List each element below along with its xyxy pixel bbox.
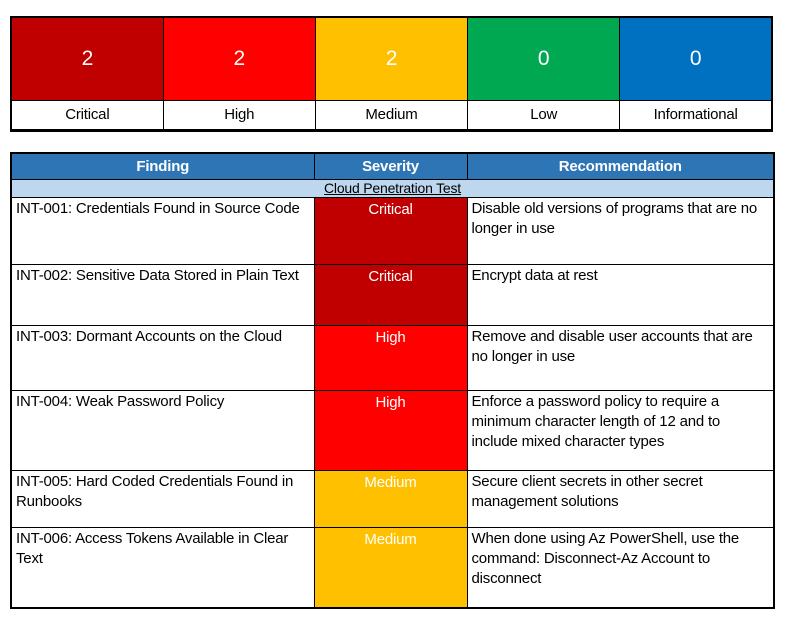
summary-label-informational: Informational bbox=[619, 99, 773, 131]
finding-text: INT-002: Sensitive Data Stored in Plain … bbox=[10, 263, 315, 326]
severity-summary-table: 2 2 2 0 0 Critical High Medium Low Infor… bbox=[10, 16, 773, 132]
severity-badge: High bbox=[313, 389, 468, 471]
finding-row-int-004: INT-004: Weak Password Policy High Enfor… bbox=[10, 389, 775, 471]
recommendation-text: Disable old versions of programs that ar… bbox=[466, 196, 775, 265]
summary-count-critical: 2 bbox=[10, 16, 164, 101]
summary-label-medium: Medium bbox=[314, 99, 469, 131]
section-row: Cloud Penetration Test bbox=[10, 178, 775, 198]
header-recommendation: Recommendation bbox=[466, 152, 775, 180]
recommendation-text: When done using Az PowerShell, use the c… bbox=[466, 526, 775, 609]
severity-badge: Medium bbox=[313, 469, 468, 528]
finding-text: INT-004: Weak Password Policy bbox=[10, 389, 315, 471]
recommendation-text: Remove and disable user accounts that ar… bbox=[466, 324, 775, 391]
summary-label-critical: Critical bbox=[10, 99, 164, 131]
recommendation-text: Encrypt data at rest bbox=[466, 263, 775, 326]
finding-row-int-003: INT-003: Dormant Accounts on the Cloud H… bbox=[10, 324, 775, 391]
summary-count-high: 2 bbox=[162, 16, 316, 101]
recommendation-text: Secure client secrets in other secret ma… bbox=[466, 469, 775, 528]
header-severity: Severity bbox=[313, 152, 468, 180]
finding-text: INT-003: Dormant Accounts on the Cloud bbox=[10, 324, 315, 391]
summary-count-medium: 2 bbox=[314, 16, 469, 101]
finding-text: INT-005: Hard Coded Credentials Found in… bbox=[10, 469, 315, 528]
recommendation-text: Enforce a password policy to require a m… bbox=[466, 389, 775, 471]
finding-row-int-001: INT-001: Credentials Found in Source Cod… bbox=[10, 196, 775, 265]
finding-text: INT-001: Credentials Found in Source Cod… bbox=[10, 196, 315, 265]
findings-table: Finding Severity Recommendation Cloud Pe… bbox=[10, 152, 775, 609]
section-cell: Cloud Penetration Test bbox=[10, 178, 775, 198]
summary-count-informational: 0 bbox=[619, 16, 773, 101]
summary-count-low: 0 bbox=[467, 16, 621, 101]
severity-badge: Critical bbox=[313, 196, 468, 265]
finding-row-int-002: INT-002: Sensitive Data Stored in Plain … bbox=[10, 263, 775, 326]
finding-row-int-006: INT-006: Access Tokens Available in Clea… bbox=[10, 526, 775, 609]
summary-label-high: High bbox=[162, 99, 316, 131]
summary-label-low: Low bbox=[467, 99, 621, 131]
severity-badge: Critical bbox=[313, 263, 468, 326]
section-title: Cloud Penetration Test bbox=[324, 180, 461, 196]
severity-badge: Medium bbox=[313, 526, 468, 609]
summary-label-row: Critical High Medium Low Informational bbox=[10, 99, 773, 131]
summary-count-row: 2 2 2 0 0 bbox=[10, 16, 773, 101]
findings-header-row: Finding Severity Recommendation bbox=[10, 152, 775, 180]
header-finding: Finding bbox=[10, 152, 315, 180]
severity-badge: High bbox=[313, 324, 468, 391]
finding-text: INT-006: Access Tokens Available in Clea… bbox=[10, 526, 315, 609]
finding-row-int-005: INT-005: Hard Coded Credentials Found in… bbox=[10, 469, 775, 528]
